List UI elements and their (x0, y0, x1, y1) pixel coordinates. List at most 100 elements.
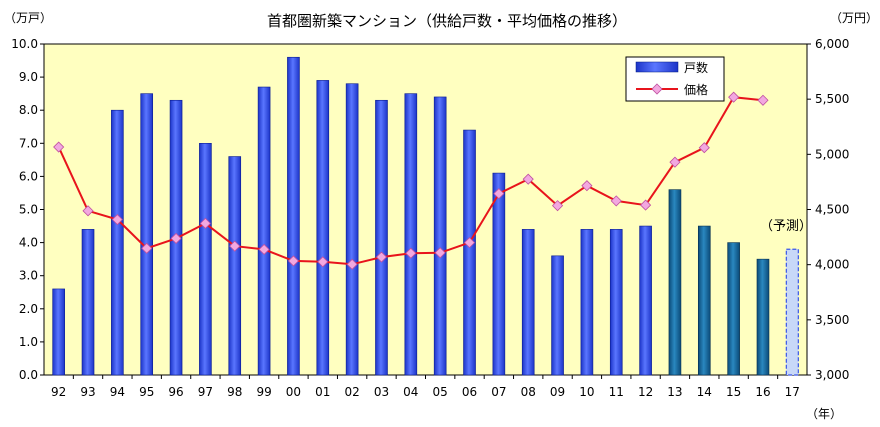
price-point (53, 141, 65, 153)
x-axis-tick-label: 17 (785, 385, 800, 399)
bar (727, 242, 740, 376)
price-point (346, 258, 358, 270)
x-axis: 92 93 94 95 96 97 98 99 00 01 02 03 04 05 06 07 08 09 10 11… (51, 375, 800, 399)
right-axis-unit: （万円） (830, 11, 878, 25)
bar (492, 172, 506, 376)
left-axis-tick-label: 2.0 (19, 302, 38, 316)
price-point (610, 195, 622, 207)
right-axis-tick-label: 6,000 (815, 37, 849, 51)
left-axis-tick-label: 10.0 (11, 37, 38, 51)
price-point (199, 217, 211, 229)
x-axis-tick-label: 05 (433, 385, 448, 399)
left-axis: 0.0 1.0 2.0 3.0 4.0 5.0 6.0 7.0 8.0 9.0 10.0 (11, 37, 44, 382)
bar (81, 229, 95, 376)
right-axis-tick-label: 3,500 (815, 313, 849, 327)
price-point (522, 173, 534, 185)
x-axis-tick-label: 11 (609, 385, 624, 399)
bar (316, 80, 330, 376)
price-point (757, 94, 769, 106)
x-axis-tick-label: 93 (80, 385, 95, 399)
price-point (141, 242, 153, 254)
x-axis-unit: （年） (806, 407, 842, 421)
bar (52, 288, 65, 376)
x-axis-tick-label: 15 (726, 385, 741, 399)
right-axis-tick-label: 4,500 (815, 203, 849, 217)
left-axis-tick-label: 0.0 (19, 368, 38, 382)
x-axis-tick-label: 01 (315, 385, 330, 399)
legend-line-marker (651, 83, 663, 95)
right-axis-tick-label: 3,000 (815, 368, 849, 382)
bar (551, 255, 564, 376)
bar (697, 225, 711, 376)
x-axis-tick-label: 10 (579, 385, 594, 399)
x-axis-tick-label: 12 (638, 385, 653, 399)
price-point (317, 256, 329, 268)
left-axis-tick-label: 9.0 (19, 70, 38, 84)
bar (140, 93, 154, 376)
bar (345, 83, 359, 376)
x-axis-tick-label: 02 (344, 385, 359, 399)
price-point (581, 180, 593, 192)
x-axis-tick-label: 07 (491, 385, 506, 399)
price-point (698, 142, 710, 154)
legend-bar-label: 戸数 (684, 60, 708, 75)
x-axis-tick-label: 99 (256, 385, 271, 399)
line-series (53, 91, 769, 270)
x-axis-tick-label: 00 (286, 385, 301, 399)
right-axis-tick-label: 5,500 (815, 92, 849, 106)
x-axis-tick-label: 96 (168, 385, 183, 399)
legend-line-label: 価格 (684, 82, 708, 97)
bar (375, 99, 388, 376)
bar (228, 156, 242, 376)
price-point (551, 200, 564, 212)
left-axis-tick-label: 5.0 (19, 203, 38, 217)
bar (257, 86, 271, 376)
bar (609, 229, 623, 376)
x-axis-tick-label: 94 (110, 385, 125, 399)
bar (756, 258, 770, 376)
x-axis-tick-label: 98 (227, 385, 242, 399)
price-point (728, 91, 740, 103)
bar (639, 225, 652, 376)
x-axis-tick-label: 06 (462, 385, 477, 399)
legend: 戸数 価格 (625, 56, 725, 102)
price-point (669, 156, 681, 168)
x-axis-tick-label: 92 (51, 385, 66, 399)
bar-series (52, 56, 799, 376)
left-axis-tick-label: 3.0 (19, 269, 38, 283)
bar (668, 189, 682, 376)
x-axis-tick-label: 04 (403, 385, 418, 399)
price-point (375, 251, 388, 263)
left-axis-unit: （万戸） (4, 11, 52, 25)
right-axis: 3,000 3,500 4,000 4,500 5,000 5,500 6,000 (807, 37, 849, 382)
right-axis-tick-label: 4,000 (815, 258, 849, 272)
price-point (405, 247, 417, 259)
forecast-label: （予測） (760, 219, 812, 234)
price-point (493, 188, 505, 200)
price-point (640, 199, 652, 211)
x-axis-tick-label: 97 (198, 385, 213, 399)
left-axis-tick-label: 7.0 (19, 136, 38, 150)
left-axis-tick-label: 1.0 (19, 335, 38, 349)
bar (111, 109, 124, 376)
price-point (170, 232, 182, 244)
left-axis-tick-label: 8.0 (19, 103, 38, 117)
bar (433, 96, 447, 376)
left-axis-tick-label: 6.0 (19, 169, 38, 183)
price-point (434, 247, 446, 259)
price-point (82, 205, 94, 217)
price-point (463, 237, 476, 249)
x-axis-tick-label: 14 (697, 385, 712, 399)
price-point (258, 243, 270, 256)
price-point (111, 213, 123, 226)
chart-title: 首都圏新築マンション（供給戸数・平均価格の推移） (267, 12, 627, 30)
right-axis-tick-label: 5,000 (815, 147, 849, 161)
bar (404, 93, 418, 376)
price-point (287, 255, 300, 267)
bar (521, 229, 535, 376)
x-axis-tick-label: 13 (667, 385, 682, 399)
price-point (229, 240, 241, 252)
bar (199, 143, 212, 376)
x-axis-tick-label: 08 (521, 385, 536, 399)
